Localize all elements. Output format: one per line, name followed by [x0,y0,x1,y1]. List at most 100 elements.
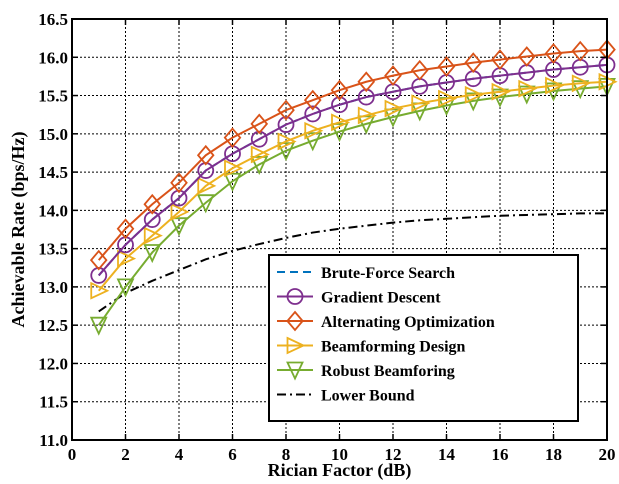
legend-label: Beamforming Design [321,339,466,356]
data-point [518,79,538,98]
legend-label: Robust Beamforing [321,363,455,380]
data-point [197,176,217,195]
y-tick-label: 15.0 [38,125,68,144]
data-point [437,56,456,77]
legend-entry: Beamforming Design [277,336,466,356]
y-axis-label: Achievable Rate (bps/Hz) [8,132,29,328]
data-point [571,40,590,62]
data-point [224,159,244,178]
data-point [303,89,322,111]
x-tick-label: 20 [599,445,616,464]
data-point [411,94,431,113]
x-tick-label: 8 [282,445,291,464]
data-point [116,218,135,240]
data-point [384,99,404,118]
data-point [357,71,376,93]
x-tick-label: 2 [121,445,130,464]
data-point [304,121,324,140]
data-point [250,145,270,164]
data-point [143,193,162,215]
y-tick-label: 12.0 [38,354,68,373]
data-point [410,59,429,81]
data-point [330,79,349,101]
series-line [98,212,607,313]
x-axis-label: Rician Factor (dB) [268,460,412,481]
x-tick-label: 4 [175,445,184,464]
data-point [143,226,163,245]
data-point [491,82,511,101]
y-tick-label: 16.0 [38,48,68,67]
data-point [170,172,188,194]
legend-entry: Robust Beamforing [277,361,455,381]
y-tick-label: 16.5 [38,10,68,29]
y-tick-label: 12.5 [38,316,68,335]
y-tick-label: 15.5 [38,87,68,106]
y-tick-label: 14.0 [38,201,68,220]
series-layer [89,39,618,336]
x-tick-label: 0 [68,445,77,464]
data-point [89,316,108,336]
legend-label: Gradient Descent [321,290,441,307]
y-tick-label: 14.5 [38,163,68,182]
data-point [170,217,188,237]
data-point [304,105,322,123]
data-point [250,113,269,135]
data-point [330,123,349,143]
data-point [89,249,108,271]
legend-entry: Brute-Force Search [277,265,455,282]
legend-box [268,254,579,422]
data-point [170,202,190,221]
ticks: 0 2 4 6 8 10 12 14 16 18 20 11.0 11.5 12.0 12.5 13.0 13.… [38,10,615,464]
legend-label: Alternating Optimization [321,314,495,331]
data-point [464,52,483,74]
data-point [223,127,242,149]
data-point [196,194,215,214]
x-tick-label: 6 [228,445,237,464]
y-tick-label: 11.5 [39,393,68,412]
data-point [331,96,348,114]
legend-label: Lower Bound [321,388,415,405]
data-point [196,144,215,166]
data-point [277,132,297,151]
legend-marker [286,310,304,332]
data-point [571,74,591,93]
data-point [143,244,162,264]
legend-entry: Lower Bound [277,388,415,405]
data-point [116,278,135,298]
data-point [250,156,269,176]
series-line [97,80,608,292]
legend-marker [286,288,304,305]
data-point [90,281,110,300]
y-tick-label: 13.0 [38,278,68,297]
x-tick-label: 14 [438,445,456,464]
x-tick-label: 12 [385,445,402,464]
series-2 [89,39,616,271]
x-tick-label: 18 [545,445,562,464]
data-point [438,89,458,108]
series-line [97,63,608,277]
series-3 [90,72,618,300]
x-tick-label: 10 [331,445,348,464]
data-point [223,172,242,192]
series-5 [98,212,607,313]
data-point [277,142,295,162]
legend-label: Brute-Force Search [321,265,455,282]
data-point [545,76,565,95]
data-point [464,85,484,104]
data-point [117,249,137,268]
data-point [331,113,351,132]
legend-marker [286,336,306,355]
legend-entry: Gradient Descent [277,288,441,307]
legend-marker [286,361,304,381]
legend: Brute-Force Search Gradient Descent Altern… [268,254,579,422]
data-point [357,106,377,125]
data-point [544,43,563,64]
y-tick-label: 11.0 [39,431,68,450]
y-tick-label: 13.5 [38,240,68,259]
data-point [384,65,402,87]
data-point [303,132,322,152]
data-point [517,46,536,67]
legend-entry: Alternating Optimization [277,310,495,332]
data-point [277,99,295,121]
data-point [277,116,295,134]
